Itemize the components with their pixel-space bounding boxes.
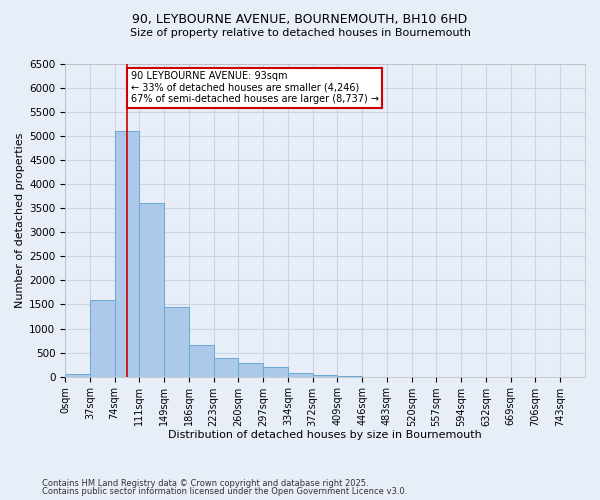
Bar (90, 300, 115, 376)
Bar (139, 204, 164, 376)
Bar (115, 132, 139, 376)
Bar (189, 346, 214, 376)
X-axis label: Distribution of detached houses by size in Bournemouth: Distribution of detached houses by size … (168, 430, 482, 440)
Text: 90 LEYBOURNE AVENUE: 93sqm
← 33% of detached houses are smaller (4,246)
67% of s: 90 LEYBOURNE AVENUE: 93sqm ← 33% of deta… (131, 71, 379, 104)
Bar (164, 307, 189, 376)
Text: Contains public sector information licensed under the Open Government Licence v3: Contains public sector information licen… (42, 487, 407, 496)
Y-axis label: Number of detached properties: Number of detached properties (15, 132, 25, 308)
Bar (288, 373, 313, 376)
Text: Contains HM Land Registry data © Crown copyright and database right 2025.: Contains HM Land Registry data © Crown c… (42, 478, 368, 488)
Text: Size of property relative to detached houses in Bournemouth: Size of property relative to detached ho… (130, 28, 470, 38)
Bar (65, 374, 90, 376)
Bar (214, 358, 238, 376)
Bar (263, 367, 288, 376)
Text: 90, LEYBOURNE AVENUE, BOURNEMOUTH, BH10 6HD: 90, LEYBOURNE AVENUE, BOURNEMOUTH, BH10 … (133, 12, 467, 26)
Bar (238, 363, 263, 376)
